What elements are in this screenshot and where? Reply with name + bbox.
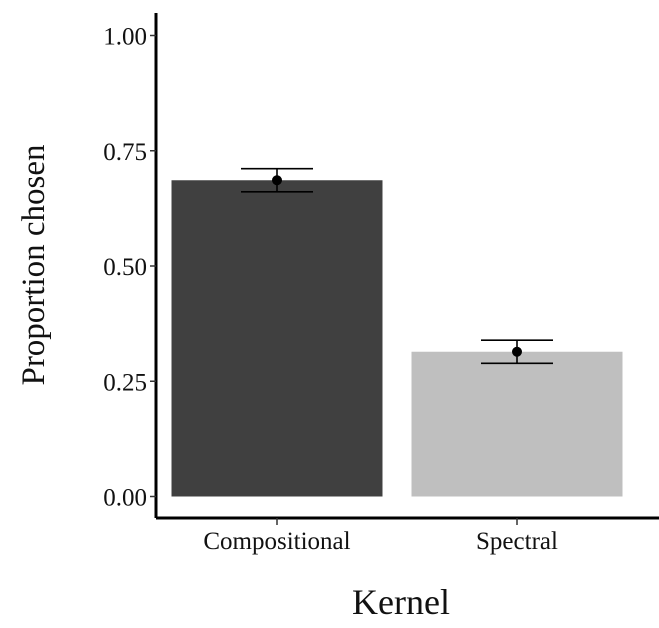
mean-point bbox=[272, 175, 282, 186]
y-tick-label: 1.00 bbox=[103, 24, 147, 51]
error-bars-layer bbox=[241, 167, 553, 365]
x-axis-title: Kernel bbox=[352, 582, 450, 622]
x-tick-label: Spectral bbox=[476, 528, 558, 555]
y-tick-label: 0.50 bbox=[103, 254, 147, 281]
bar-spectral bbox=[411, 351, 623, 497]
bar-compositional bbox=[171, 180, 383, 497]
y-tick-label: 0.75 bbox=[103, 139, 147, 166]
y-axis-title: Proportion chosen bbox=[16, 144, 52, 385]
bars-layer bbox=[171, 180, 623, 497]
y-tick-label: 0.00 bbox=[103, 485, 147, 512]
x-tick-label: Compositional bbox=[203, 528, 350, 555]
y-ticks-layer: 0.00 0.25 0.50 0.75 1.00 bbox=[103, 24, 156, 512]
x-ticks-layer: Compositional Spectral bbox=[203, 518, 558, 555]
mean-point bbox=[512, 346, 522, 357]
y-tick-label: 0.25 bbox=[103, 369, 147, 396]
